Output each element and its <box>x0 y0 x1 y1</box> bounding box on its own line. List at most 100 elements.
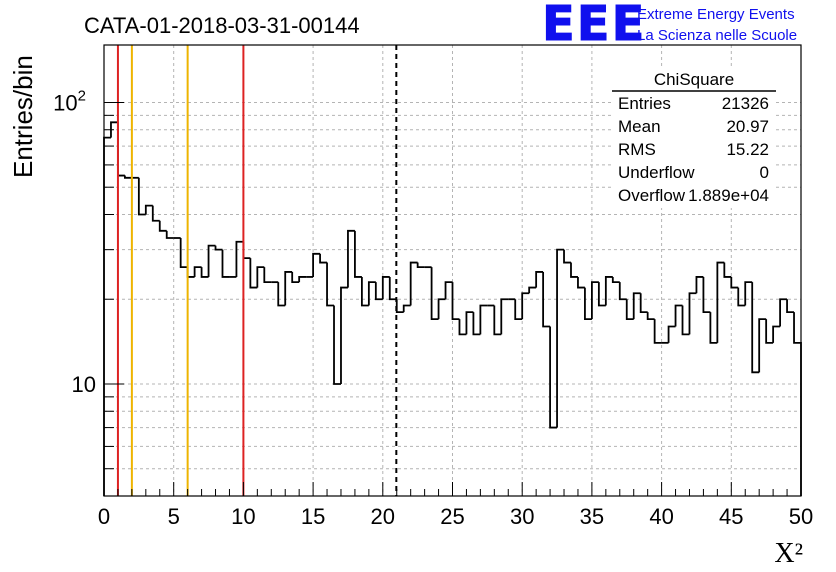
histogram-bin <box>291 271 300 284</box>
histogram-bin <box>207 244 216 277</box>
x-tick-label: 50 <box>789 504 813 529</box>
histogram-bin <box>479 304 488 335</box>
histogram-bin <box>493 305 502 336</box>
x-tick-label: 35 <box>580 504 604 529</box>
stats-value-mean: 20.97 <box>726 117 769 136</box>
stats-value-rms: 15.22 <box>726 140 769 159</box>
histogram-bin <box>354 230 362 278</box>
histogram-bin <box>347 229 355 288</box>
histogram-bin <box>709 312 718 344</box>
stats-label-entries: Entries <box>618 94 671 113</box>
y-axis-title: Entries/bin <box>8 55 38 178</box>
histogram-bin <box>200 267 209 278</box>
histogram-bin <box>535 271 544 288</box>
histogram-bin <box>465 311 474 335</box>
stats-box: ChiSquare Entries 21326 Mean 20.97 RMS 1… <box>612 68 776 208</box>
histogram-bin <box>249 258 258 289</box>
histogram-bin <box>604 276 613 306</box>
histogram-bin <box>702 276 711 314</box>
histogram-bin <box>284 271 293 306</box>
histogram-bin <box>591 281 599 320</box>
histogram-bin <box>124 175 132 179</box>
histogram-bin <box>674 304 683 327</box>
stats-value-entries: 21326 <box>722 94 769 113</box>
y-tick-labels: 10 102 <box>53 87 96 397</box>
histogram-bin <box>618 282 627 301</box>
histogram-bin <box>744 281 753 306</box>
plot-title: CATA-01-2018-03-31-00144 <box>84 13 360 38</box>
stats-label-rms: RMS <box>618 140 656 159</box>
histogram-bin <box>256 266 265 288</box>
histogram-bin <box>319 253 328 264</box>
histogram-bin <box>374 282 383 301</box>
histogram-bin <box>214 245 223 251</box>
histogram-bin <box>751 282 760 374</box>
histogram-bin <box>737 287 746 307</box>
histogram-bin <box>639 293 648 314</box>
y-tick-label: 102 <box>53 87 86 115</box>
histogram-bin <box>542 271 551 328</box>
stats-value-overflow: 1.889e+04 <box>688 186 769 205</box>
histogram-bin <box>611 276 620 284</box>
histogram-bin <box>367 281 376 306</box>
histogram-bin <box>144 204 153 215</box>
histogram-bin <box>758 318 767 373</box>
histogram-bin <box>437 298 446 320</box>
x-tick-label: 0 <box>98 504 110 529</box>
histogram-bin <box>625 299 634 321</box>
x-axis-title: X² <box>774 538 803 569</box>
histogram-bin <box>681 305 690 336</box>
histogram-bin <box>779 298 788 327</box>
histogram-bin <box>158 220 167 232</box>
histogram-bin <box>730 276 739 289</box>
histogram-bin <box>221 249 230 278</box>
histogram-bin <box>695 276 704 294</box>
x-tick-label: 45 <box>719 504 743 529</box>
histogram-bin <box>326 262 335 307</box>
histogram-bin <box>458 319 467 336</box>
axis-ticks <box>103 101 802 497</box>
histogram-bin <box>514 299 523 321</box>
histogram-bin <box>667 325 676 343</box>
histogram-bin <box>298 276 307 283</box>
x-tick-label: 15 <box>301 504 325 529</box>
eee-logo-mark: EEE <box>542 0 646 52</box>
x-tick-label: 30 <box>510 504 534 529</box>
histogram-bin <box>402 304 411 313</box>
histogram-bin <box>179 238 188 269</box>
x-tick-label: 10 <box>231 504 255 529</box>
histogram-bin <box>688 292 697 335</box>
histogram-bin <box>430 267 439 321</box>
histogram-bin <box>165 230 174 239</box>
histogram-bin <box>409 261 418 306</box>
histogram-bin <box>653 319 662 344</box>
histogram-bin <box>500 298 509 335</box>
histogram-bin <box>235 240 244 277</box>
stats-label-mean: Mean <box>618 117 661 136</box>
x-tick-labels: 0 5 10 15 20 25 30 35 40 45 50 <box>98 504 813 529</box>
histogram-bin <box>716 261 725 343</box>
x-tick-label: 20 <box>371 504 395 529</box>
histogram-bin <box>577 276 585 289</box>
histogram-bin <box>151 205 160 222</box>
histogram-bin <box>277 282 286 307</box>
histogram-bin <box>584 287 592 321</box>
histogram-bin <box>416 262 425 269</box>
y-tick-label: 10 <box>72 372 96 397</box>
histogram-bin <box>312 252 321 277</box>
histogram-bin <box>632 292 641 320</box>
histogram-bin <box>772 325 781 343</box>
histogram-bin <box>765 319 774 344</box>
histogram-bin <box>444 281 453 300</box>
logo-line-1: Extreme Energy Events <box>637 6 795 23</box>
histogram-bin <box>472 312 481 336</box>
histogram-bin <box>110 121 118 138</box>
histogram-bin <box>597 282 606 307</box>
x-tick-label: 40 <box>649 504 673 529</box>
eee-logo: EEE Extreme Energy Events La Scienza nel… <box>542 0 798 53</box>
x-tick-label: 25 <box>440 504 464 529</box>
histogram-bin <box>549 326 558 429</box>
histogram-bin <box>528 286 537 294</box>
histogram-bin <box>563 249 571 264</box>
